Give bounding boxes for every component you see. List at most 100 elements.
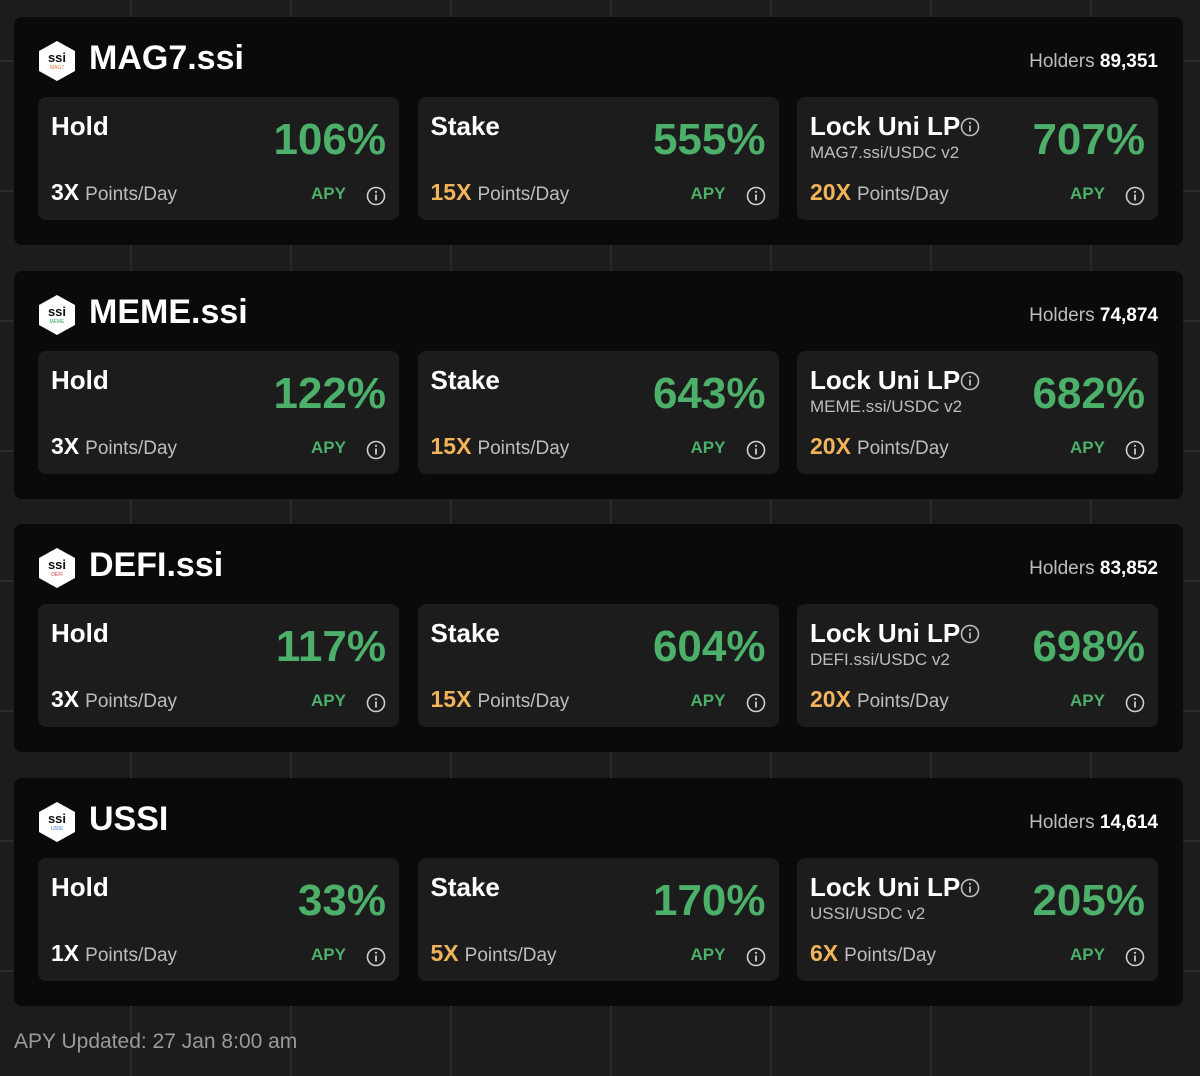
multiplier-value: 15X <box>430 686 472 712</box>
multiplier-value: 15X <box>430 179 472 205</box>
info-icon[interactable] <box>960 878 980 898</box>
card-title: Hold <box>51 111 109 141</box>
reward-card: Lock Uni LP DEFI.ssi/USDC v2 698% 20X Points… <box>797 604 1158 727</box>
points-unit: Points/Day <box>85 945 178 966</box>
multiplier: 1X Points/Day <box>51 940 177 967</box>
info-icon[interactable] <box>1125 186 1145 206</box>
info-icon[interactable] <box>366 440 386 460</box>
logo-text: ssi <box>47 811 67 826</box>
multiplier: 20X Points/Day <box>810 179 949 206</box>
holders-count: 83,852 <box>1099 558 1158 579</box>
info-icon[interactable] <box>366 693 386 713</box>
reward-card: Lock Uni LP USSI/USDC v2 205% 6X Points/Day A… <box>797 858 1158 981</box>
reward-card: Lock Uni LP MAG7.ssi/USDC v2 707% 20X Points… <box>797 97 1158 220</box>
card-title: Lock Uni LP <box>810 872 961 902</box>
holders-count: 89,351 <box>1099 51 1158 72</box>
apy-label: APY <box>311 691 346 710</box>
points-unit: Points/Day <box>85 438 178 459</box>
apy-value: 707% <box>1032 115 1145 164</box>
apy-label: APY <box>690 945 726 964</box>
points-unit: Points/Day <box>856 691 949 712</box>
apy-label: APY <box>1070 691 1105 710</box>
holders: Holders 89,351 <box>1029 51 1158 73</box>
holders-label: Holders <box>1029 305 1095 326</box>
apy-value: 205% <box>1032 876 1145 925</box>
info-icon[interactable] <box>1125 947 1145 967</box>
holders: Holders 74,874 <box>1029 305 1158 327</box>
pair: MAG7.ssi/USDC v2 <box>810 143 960 162</box>
multiplier: 6X Points/Day <box>810 940 936 967</box>
pair: MEME.ssi/USDC v2 <box>810 397 963 416</box>
info-icon[interactable] <box>746 693 766 713</box>
info-icon[interactable] <box>1125 440 1145 460</box>
multiplier: 3X Points/Day <box>51 686 177 713</box>
holders: Holders 14,614 <box>1029 812 1158 834</box>
multiplier-value: 1X <box>51 940 80 966</box>
logo-tag: USSI <box>51 826 63 832</box>
info-icon[interactable] <box>1125 693 1145 713</box>
logo-text: ssi <box>47 304 67 319</box>
card-title: Hold <box>51 618 109 648</box>
info-icon[interactable] <box>960 117 980 137</box>
apy-value: 170% <box>652 876 766 925</box>
card-title: Lock Uni LP <box>810 111 961 141</box>
info-icon[interactable] <box>366 947 386 967</box>
reward-card: Hold 106% 3X Points/Day APY <box>38 97 399 220</box>
card-title: Stake <box>430 365 500 395</box>
info-icon[interactable] <box>960 624 980 644</box>
apy-value: 117% <box>275 622 386 671</box>
apy-label: APY <box>690 438 726 457</box>
info-icon[interactable] <box>960 371 980 391</box>
multiplier: 3X Points/Day <box>51 433 177 460</box>
points-unit: Points/Day <box>477 691 570 712</box>
holders-label: Holders <box>1029 51 1095 72</box>
apy-value: 643% <box>652 369 766 418</box>
multiplier-value: 3X <box>51 433 80 459</box>
multiplier: 5X Points/Day <box>431 940 557 967</box>
pair: USSI/USDC v2 <box>810 904 926 923</box>
holders-count: 14,614 <box>1099 812 1158 833</box>
multiplier-value: 3X <box>51 179 80 205</box>
reward-card: Stake 170% 5X Points/Day APY <box>417 858 779 981</box>
apy-label: APY <box>311 438 346 457</box>
pair: DEFI.ssi/USDC v2 <box>810 650 950 669</box>
points-unit: Points/Day <box>844 945 937 966</box>
logo: ssi DEFI <box>38 547 76 589</box>
apy-label: APY <box>1070 438 1105 457</box>
apy-value: 604% <box>652 622 766 671</box>
apy-value: 555% <box>652 115 766 164</box>
multiplier-value: 20X <box>810 179 851 205</box>
product-panel: ssi MEME MEME.ssi Holders 74,874 Hold 122% 3X P… <box>14 271 1183 499</box>
points-unit: Points/Day <box>477 184 570 205</box>
logo-text: ssi <box>47 50 67 65</box>
apy-value: 106% <box>273 115 386 164</box>
points-unit: Points/Day <box>856 438 949 459</box>
info-icon[interactable] <box>366 186 386 206</box>
multiplier-value: 3X <box>51 686 80 712</box>
apy-value: 122% <box>273 369 386 418</box>
holders-label: Holders <box>1029 558 1095 579</box>
multiplier-value: 20X <box>810 686 851 712</box>
points-unit: Points/Day <box>477 438 570 459</box>
reward-card: Stake 555% 15X Points/Day APY <box>417 97 779 220</box>
holders: Holders 83,852 <box>1029 558 1158 580</box>
logo: ssi USSI <box>38 801 76 843</box>
product-name: MAG7.ssi <box>89 39 244 77</box>
logo-tag: MEME <box>49 319 65 325</box>
logo-tag: DEFI <box>51 572 63 578</box>
product-name: USSI <box>89 800 169 838</box>
reward-card: Stake 643% 15X Points/Day APY <box>417 351 779 474</box>
apy-value: 682% <box>1032 369 1145 418</box>
info-icon[interactable] <box>746 947 766 967</box>
multiplier: 3X Points/Day <box>51 179 177 206</box>
multiplier: 15X Points/Day <box>431 179 570 206</box>
product-name: DEFI.ssi <box>89 546 224 584</box>
info-icon[interactable] <box>746 186 766 206</box>
apy-label: APY <box>690 691 726 710</box>
card-title: Stake <box>430 111 500 141</box>
reward-card: Lock Uni LP MEME.ssi/USDC v2 682% 20X Points… <box>797 351 1158 474</box>
points-unit: Points/Day <box>85 184 178 205</box>
info-icon[interactable] <box>746 440 766 460</box>
multiplier: 15X Points/Day <box>431 686 570 713</box>
apy-label: APY <box>1070 945 1105 964</box>
